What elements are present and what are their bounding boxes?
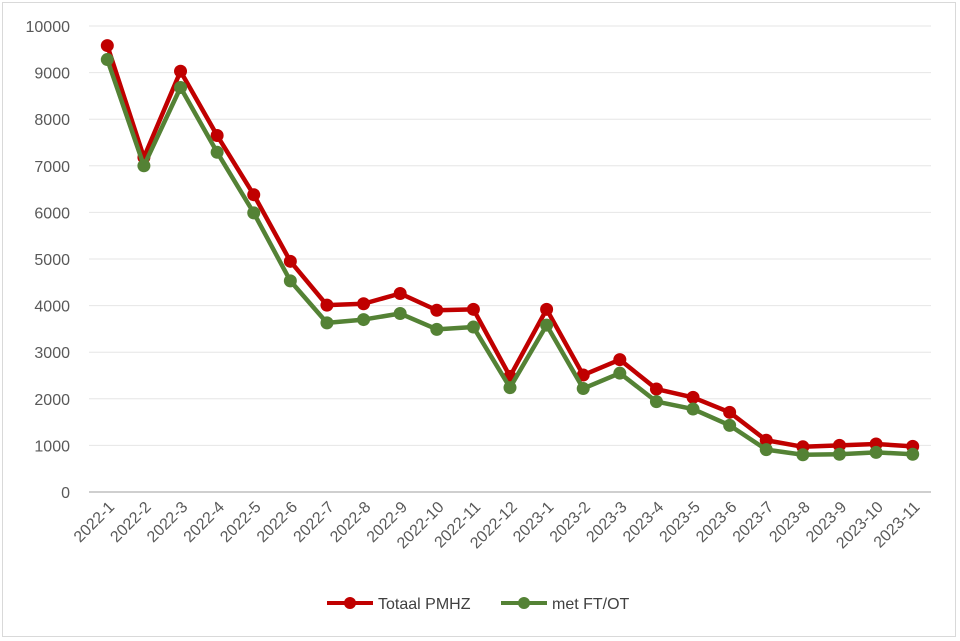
data-point [430,322,444,336]
y-tick-label: 0 [61,485,70,502]
data-point [357,313,371,327]
y-axis-ticks: 0 1000 2000 3000 4000 5000 6000 7000 8000 9000 100… [26,19,71,502]
x-axis-ticks: 2022-12022-22022-32022-42022-52022-62022… [71,499,924,553]
data-point [759,433,773,447]
data-point [466,302,480,316]
data-point [247,188,261,202]
data-point [137,159,151,173]
y-tick-label: 9000 [34,66,70,83]
series-layer [100,39,920,462]
data-point [174,81,188,95]
data-point [503,381,517,395]
legend-marker-met-ft-ot [518,597,530,609]
data-point [686,402,700,416]
data-point [576,382,590,396]
data-point [247,206,261,220]
data-point [283,254,297,268]
y-tick-label: 2000 [34,392,70,409]
legend: Totaal PMHZ met FT/OT [327,596,630,613]
data-point [210,145,224,159]
data-point [832,447,846,461]
legend-item-totaal-pmhz: Totaal PMHZ [327,596,471,613]
data-point [283,274,297,288]
y-tick-label: 7000 [34,159,70,176]
data-point [686,390,700,404]
y-tick-label: 3000 [34,345,70,362]
legend-label-totaal-pmhz: Totaal PMHZ [378,596,471,613]
data-point [796,448,810,462]
data-point [320,298,334,312]
series-1 [100,53,920,462]
data-point [613,366,627,380]
data-point [393,307,407,321]
y-tick-label: 5000 [34,252,70,269]
legend-item-met-ft-ot: met FT/OT [501,596,630,613]
data-point [759,443,773,457]
data-point [430,303,444,317]
y-tick-label: 6000 [34,205,70,222]
y-tick-label: 8000 [34,112,70,129]
legend-label-met-ft-ot: met FT/OT [552,596,630,613]
data-point [576,368,590,382]
data-point [210,129,224,143]
data-point [100,53,114,67]
data-point [174,64,188,78]
data-point [649,395,663,409]
legend-marker-totaal-pmhz [344,597,356,609]
y-tick-label: 1000 [34,438,70,455]
y-tick-label: 4000 [34,299,70,316]
data-point [540,302,554,316]
y-tick-label: 10000 [26,19,71,36]
data-point [320,316,334,330]
data-point [100,39,114,53]
data-point [906,447,920,461]
data-point [466,320,480,334]
data-point [613,353,627,367]
data-point [357,297,371,311]
data-point [869,445,883,459]
data-point [723,418,737,432]
data-point [393,286,407,300]
data-point [649,382,663,396]
data-point [723,405,737,419]
data-point [540,318,554,332]
